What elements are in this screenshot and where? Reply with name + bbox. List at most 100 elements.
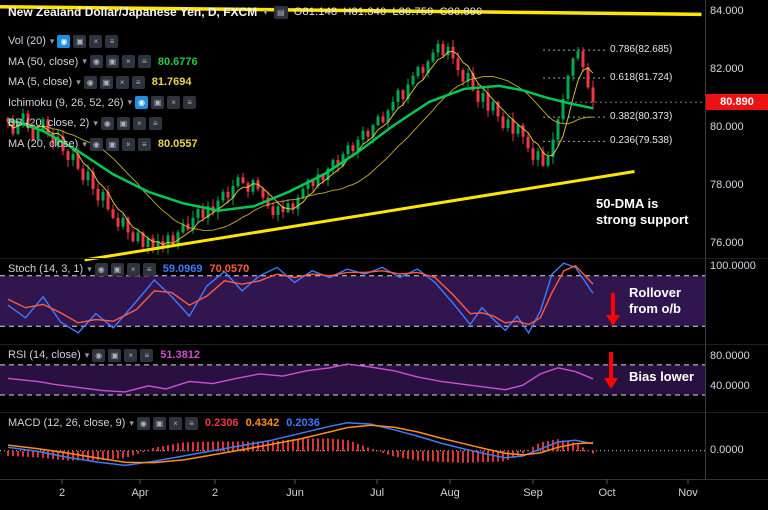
indicator-label[interactable]: MA (20, close)	[8, 138, 79, 150]
chevron-down-icon[interactable]: ▾	[82, 138, 87, 149]
settings-button[interactable]: ▣	[105, 137, 119, 151]
close-button[interactable]: ×	[121, 55, 135, 69]
down-arrow-icon	[604, 352, 618, 389]
time-axis-label[interactable]: Oct	[598, 487, 616, 499]
eye-button[interactable]: ◉	[94, 262, 108, 276]
more-button[interactable]: ≡	[131, 75, 145, 89]
close-button[interactable]: ×	[124, 348, 138, 362]
chevron-down-icon[interactable]: ▾	[82, 56, 87, 67]
indicator-row: Vol (20) ▾ ◉ ▣ × ≡	[8, 34, 119, 48]
indicator-value: 80.6776	[157, 55, 198, 68]
settings-button[interactable]: ▣	[110, 262, 124, 276]
fib-level-label: 0.786(82.685)	[610, 44, 673, 56]
more-button[interactable]: ≡	[137, 137, 151, 151]
time-axis-label[interactable]: 2	[58, 487, 66, 499]
chevron-down-icon[interactable]: ▾	[129, 417, 134, 428]
time-axis-label[interactable]: 2	[211, 487, 219, 499]
annotation-line: Rollover	[629, 285, 682, 300]
annotation-50dma-support: 50-DMA is strong support	[596, 196, 688, 228]
time-axis-label[interactable]: Jun	[286, 487, 304, 499]
chart-style-icon[interactable]: ▤	[273, 5, 288, 19]
indicator-row: MA (20, close) ▾ ◉ ▣ × ≡ 80.0557	[8, 137, 198, 151]
eye-button[interactable]: ◉	[92, 348, 106, 362]
more-button[interactable]: ≡	[184, 416, 198, 430]
close-button[interactable]: ×	[89, 34, 103, 48]
rsi-axis-label: 80.0000	[710, 350, 750, 363]
eye-button[interactable]: ◉	[83, 75, 97, 89]
stoch-axis-label: 100.0000	[710, 260, 756, 272]
settings-button[interactable]: ▣	[151, 96, 165, 110]
eye-button[interactable]: ◉	[57, 34, 71, 48]
indicator-label[interactable]: Stoch (14, 3, 1)	[8, 263, 84, 275]
more-button[interactable]: ≡	[105, 34, 119, 48]
indicator-label[interactable]: MA (5, close)	[8, 76, 73, 89]
price-axis-label: 82.000	[710, 63, 744, 75]
chevron-down-icon[interactable]: ▾	[87, 263, 92, 274]
eye-button[interactable]: ◉	[89, 55, 103, 69]
indicator-row: RSI (14, close) ▾ ◉ ▣ × ≡ 51.3812	[8, 348, 200, 362]
price-axis-label: 76.000	[710, 237, 744, 249]
settings-button[interactable]: ▣	[116, 116, 130, 130]
indicator-label[interactable]: RSI (14, close)	[8, 349, 81, 361]
indicator-label[interactable]: Vol (20)	[8, 35, 46, 47]
eye-button[interactable]: ◉	[135, 96, 149, 110]
indicator-row: MA (50, close) ▾ ◉ ▣ × ≡ 80.6776	[8, 55, 198, 69]
eye-button[interactable]: ◉	[100, 116, 114, 130]
time-axis-label[interactable]: Nov	[678, 487, 698, 499]
indicator-row: MA (5, close) ▾ ◉ ▣ × ≡ 81.7694	[8, 75, 191, 89]
more-button[interactable]: ≡	[183, 96, 197, 110]
ohlc-close: C80.890	[439, 6, 483, 18]
indicator-value: 0.2036	[286, 417, 320, 429]
chevron-down-icon[interactable]: ▾	[263, 6, 268, 17]
eye-button[interactable]: ◉	[89, 137, 103, 151]
last-price-badge: 80.890	[706, 94, 768, 110]
indicator-label[interactable]: MACD (12, 26, close, 9)	[8, 417, 126, 429]
chevron-down-icon[interactable]: ▾	[127, 97, 133, 108]
close-button[interactable]: ×	[168, 416, 182, 430]
annotation-rsi-bias: Bias lower	[629, 369, 694, 385]
settings-button[interactable]: ▣	[108, 348, 122, 362]
close-button[interactable]: ×	[115, 75, 129, 89]
indicator-label[interactable]: BB (20, close, 2)	[8, 117, 90, 130]
indicator-row: BB (20, close, 2) ▾ ◉ ▣ × ≡	[8, 116, 162, 130]
indicator-value: 80.0557	[157, 138, 198, 150]
time-axis-label[interactable]: Apr	[131, 487, 149, 499]
close-button[interactable]: ×	[121, 137, 135, 151]
more-button[interactable]: ≡	[137, 55, 151, 69]
time-axis-label[interactable]: Jul	[369, 487, 385, 499]
close-button[interactable]: ×	[126, 262, 140, 276]
indicator-label[interactable]: MA (50, close)	[8, 55, 79, 68]
close-button[interactable]: ×	[132, 116, 146, 130]
symbol-header: New Zealand Dollar/Japanese Yen, D, FXCM…	[8, 5, 483, 19]
indicator-value: 0.2306	[204, 417, 239, 429]
chevron-down-icon[interactable]: ▾	[49, 35, 55, 46]
close-button[interactable]: ×	[167, 96, 181, 110]
price-axis-label: 80.000	[710, 121, 744, 133]
indicator-label[interactable]: Ichimoku (9, 26, 52, 26)	[8, 96, 124, 109]
indicator-row: MACD (12, 26, close, 9) ▾ ◉ ▣ × ≡ 0.2306 0.4342…	[8, 416, 320, 430]
time-axis-label[interactable]: Sep	[523, 487, 543, 499]
ohlc-open: O81.148	[293, 6, 338, 18]
symbol-title[interactable]: New Zealand Dollar/Japanese Yen, D, FXCM	[8, 5, 258, 19]
chevron-down-icon[interactable]: ▾	[93, 117, 98, 128]
chevron-down-icon[interactable]: ▾	[76, 76, 81, 87]
price-axis-label: 84.000	[710, 5, 744, 17]
time-axis-label[interactable]: Aug	[440, 487, 460, 499]
settings-button[interactable]: ▣	[152, 416, 166, 430]
more-button[interactable]: ≡	[142, 262, 156, 276]
more-button[interactable]: ≡	[148, 116, 162, 130]
arrow-stem	[609, 352, 613, 378]
settings-button[interactable]: ▣	[99, 75, 113, 89]
ohlc-low: L80.759	[392, 6, 434, 18]
indicator-row: Stoch (14, 3, 1) ▾ ◉ ▣ × ≡ 59.0969 70.0570	[8, 262, 249, 276]
annotation-line: 50-DMA is	[596, 196, 659, 211]
arrow-head	[606, 315, 620, 326]
settings-button[interactable]: ▣	[105, 55, 119, 69]
chevron-down-icon[interactable]: ▾	[84, 349, 90, 360]
price-axis-label: 78.000	[710, 179, 744, 191]
settings-button[interactable]: ▣	[73, 34, 87, 48]
more-button[interactable]: ≡	[140, 348, 154, 362]
eye-button[interactable]: ◉	[136, 416, 150, 430]
ohlc-high: H81.340	[343, 6, 387, 18]
